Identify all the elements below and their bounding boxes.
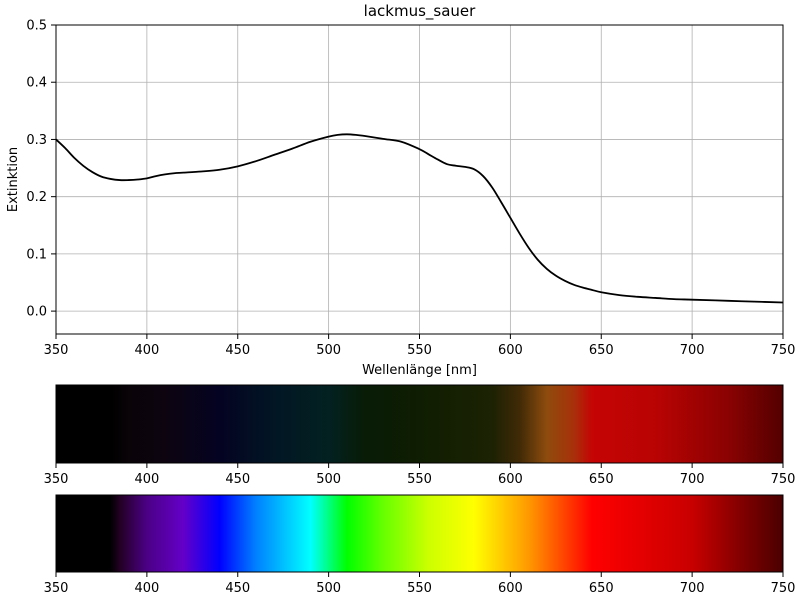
y-tick-label: 0.4 (26, 76, 47, 91)
y-tick-label: 0.5 (26, 19, 47, 34)
absorption-color-strip (55, 384, 784, 464)
bar-x-tick-label: 600 (498, 581, 523, 596)
y-axis-label: Extinktion (6, 147, 21, 212)
bar-x-tick-label: 700 (680, 472, 705, 487)
x-tick-label: 350 (44, 343, 69, 358)
bar-x-tick-label: 500 (316, 472, 341, 487)
x-ticks: 350 400 450 500 550 600 650 700 750 (44, 334, 796, 358)
y-tick-label: 0.1 (26, 247, 47, 262)
x-axis-label: Wellenlänge [nm] (362, 363, 477, 378)
bar-x-tick-label: 400 (134, 581, 159, 596)
bar-x-tick-label: 650 (589, 472, 614, 487)
absorption-bar-x-ticks: 350 400 450 500 550 600 650 700 750 (44, 463, 796, 487)
bar-x-tick-label: 400 (134, 472, 159, 487)
x-tick-label: 750 (771, 343, 796, 358)
bar-x-tick-label: 600 (498, 472, 523, 487)
x-tick-label: 450 (225, 343, 250, 358)
y-tick-label: 0.0 (26, 305, 47, 320)
bar-x-tick-label: 500 (316, 581, 341, 596)
bar-x-tick-label: 550 (407, 581, 432, 596)
main-chart: 350 400 450 500 550 600 650 700 750 0.0 0.1 0.2 0.3… (6, 2, 795, 378)
x-tick-label: 500 (316, 343, 341, 358)
spectrum-color-strip (55, 494, 784, 573)
y-ticks: 0.0 0.1 0.2 0.3 0.4 0.5 (26, 19, 56, 320)
bar-x-tick-label: 350 (44, 581, 69, 596)
x-tick-label: 400 (134, 343, 159, 358)
y-tick-label: 0.2 (26, 190, 47, 205)
bar-x-tick-label: 350 (44, 472, 69, 487)
bar-x-tick-label: 450 (225, 472, 250, 487)
bar-x-tick-label: 700 (680, 581, 705, 596)
chart-title: lackmus_sauer (364, 2, 476, 21)
spectrum-color-bar: 350 400 450 500 550 600 650 700 750 (44, 494, 796, 596)
bar-x-tick-label: 750 (771, 581, 796, 596)
bar-x-tick-label: 750 (771, 472, 796, 487)
x-tick-label: 650 (589, 343, 614, 358)
x-tick-label: 550 (407, 343, 432, 358)
y-tick-label: 0.3 (26, 133, 47, 148)
series-line-extinktion (55, 133, 784, 304)
bar-x-tick-label: 450 (225, 581, 250, 596)
bar-x-tick-label: 550 (407, 472, 432, 487)
bar-x-tick-label: 650 (589, 581, 614, 596)
x-tick-label: 700 (680, 343, 705, 358)
absorption-color-bar: 350 400 450 500 550 600 650 700 750 (44, 384, 796, 487)
spectrum-bar-x-ticks: 350 400 450 500 550 600 650 700 750 (44, 572, 796, 596)
x-tick-label: 600 (498, 343, 523, 358)
